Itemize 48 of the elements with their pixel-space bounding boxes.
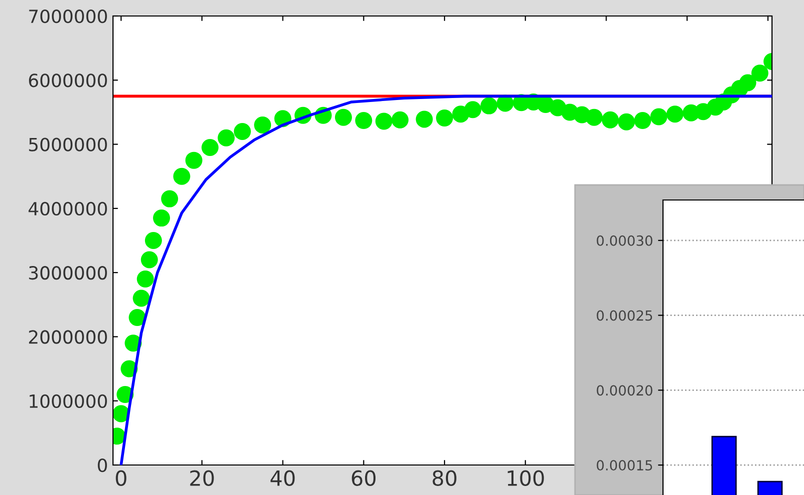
point (144, 232, 162, 250)
x-tick-label: 80 (432, 470, 456, 486)
point (355, 112, 372, 130)
y-tick-label: 5000000 (29, 138, 107, 152)
y-tick-label: 4000000 (28, 202, 107, 216)
point (334, 108, 352, 126)
point (254, 116, 272, 134)
point (416, 110, 433, 128)
x-tick-label: 60 (352, 470, 376, 486)
point (132, 290, 150, 307)
point (650, 108, 668, 126)
point (751, 64, 768, 82)
y-tick-label: 0.00030 (596, 235, 652, 246)
point (161, 190, 178, 208)
y-tick-label: 0.00015 (596, 460, 652, 471)
point (436, 109, 454, 126)
point (666, 106, 684, 123)
point (392, 111, 409, 128)
x-tick-label: 100 (508, 470, 544, 486)
y-tick-label: 3000000 (29, 266, 107, 280)
point (113, 405, 130, 422)
point (136, 270, 154, 288)
y-tick-label: 2000000 (29, 330, 107, 344)
point (464, 101, 482, 118)
point (202, 138, 219, 156)
y-tick-label: 0.00025 (596, 310, 652, 321)
x-tick-label: 40 (270, 470, 295, 486)
point (375, 112, 392, 130)
y-tick-label: 0 (98, 458, 107, 472)
point (739, 74, 756, 92)
point (618, 113, 635, 130)
y-tick-label: 1000000 (30, 394, 107, 408)
y-tick-label: 6000000 (28, 74, 107, 88)
point (218, 129, 235, 146)
point (234, 122, 251, 140)
point (140, 251, 158, 268)
point (128, 308, 146, 326)
point (185, 152, 202, 169)
point (586, 108, 603, 126)
point (153, 210, 170, 227)
x-tick-label: 20 (190, 470, 214, 486)
y-tick-label: 0.00020 (596, 385, 652, 396)
x-tick-label: 0 (116, 470, 126, 486)
point (173, 168, 190, 185)
point (634, 112, 652, 130)
point (602, 111, 619, 128)
point (480, 97, 498, 114)
y-tick-label: 7000000 (29, 9, 107, 24)
